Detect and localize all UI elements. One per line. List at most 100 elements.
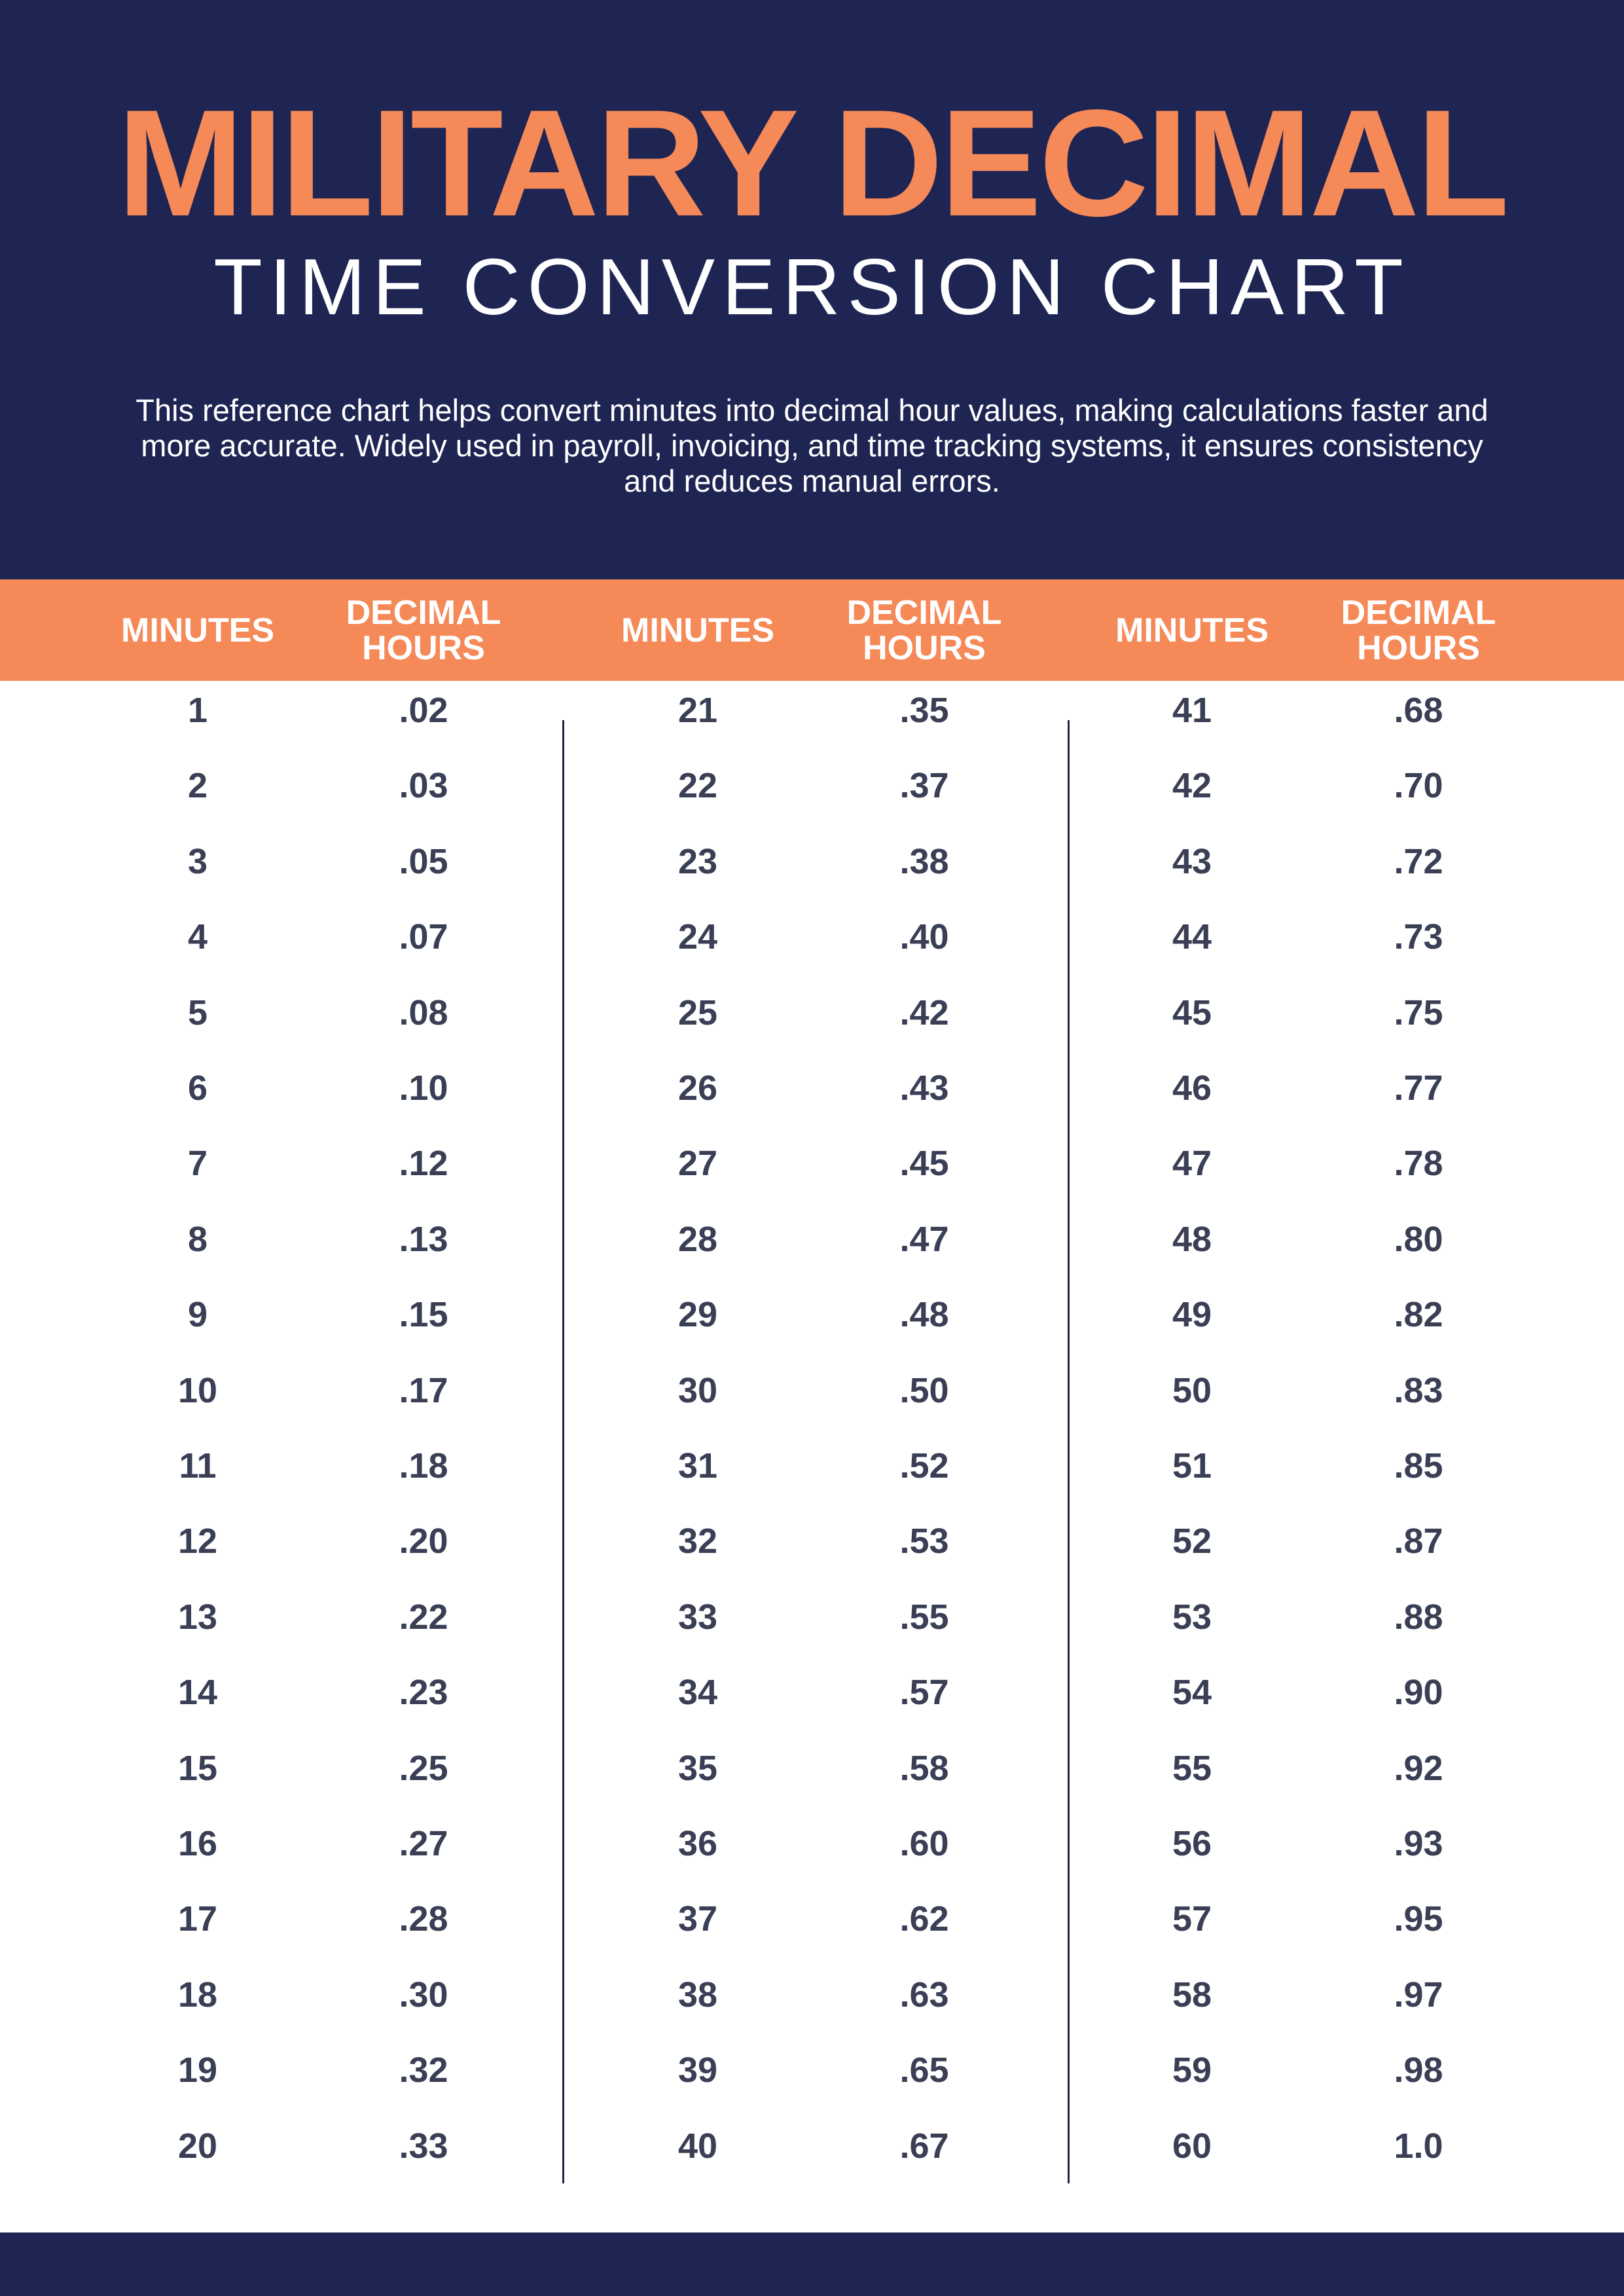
minutes-cell: 55: [1172, 1748, 1212, 1788]
decimal-hours-cell: .22: [399, 1597, 448, 1637]
description-text: This reference chart helps convert minut…: [135, 393, 1489, 498]
column-header-bar: MINUTES DECIMAL HOURS MINUTES DECIMAL HOURS…: [0, 579, 1624, 681]
decimal-hours-cell: .55: [899, 1597, 949, 1637]
decimal-hours-cell: .28: [399, 1899, 448, 1939]
conversion-table: 1.02 2.03 3.05 4.07 5.08 6.10 7.12 8.13 9.15 10.1…: [0, 681, 1624, 2232]
minutes-cell: 53: [1172, 1597, 1212, 1637]
decimal-hours-cell: .13: [399, 1219, 448, 1259]
column-header-minutes: MINUTES: [621, 611, 774, 649]
minutes-cell: 57: [1172, 1899, 1212, 1939]
decimal-hours-cell: 1.0: [1394, 2126, 1443, 2166]
decimal-hours-cell: .92: [1394, 1748, 1443, 1788]
column-divider: [1068, 720, 1070, 2183]
decimal-hours-cell: .68: [1394, 691, 1443, 730]
decimal-hours-cell: .08: [399, 993, 448, 1032]
decimal-hours-cell: .73: [1394, 917, 1443, 957]
minutes-cell: 31: [677, 1446, 718, 1485]
minutes-cell: 23: [677, 841, 718, 881]
decimal-hours-cell: .50: [899, 1370, 949, 1410]
decimal-hours-cell: .38: [899, 841, 949, 881]
decimal-hours-cell: .40: [899, 917, 949, 957]
minutes-cell: 46: [1172, 1068, 1212, 1108]
minutes-cell: 48: [1172, 1219, 1212, 1259]
decimal-hours-cell: .02: [399, 691, 448, 730]
decimal-hours-cell: .43: [899, 1068, 949, 1108]
minutes-cell: 39: [677, 2050, 718, 2090]
header-banner: MILITARY DECIMAL TIME CONVERSION CHART T…: [0, 0, 1624, 579]
decimal-hours-cell: .27: [399, 1824, 448, 1863]
minutes-cell: 3: [187, 841, 208, 881]
minutes-cell: 51: [1172, 1446, 1212, 1485]
column-header-minutes: MINUTES: [121, 611, 274, 649]
minutes-cell: 21: [677, 691, 718, 730]
minutes-cell: 52: [1172, 1522, 1212, 1561]
column-header-decimal-hours: DECIMAL HOURS: [846, 593, 1002, 667]
minutes-cell: 22: [677, 766, 718, 806]
minutes-cell: 1: [187, 691, 208, 730]
decimal-hours-cell: .45: [899, 1144, 949, 1184]
decimal-hours-cell: .65: [899, 2050, 949, 2090]
decimal-hours-cell: .52: [899, 1446, 949, 1485]
column-header-decimal-hours: DECIMAL HOURS: [346, 593, 501, 667]
column-header-minutes: MINUTES: [1115, 611, 1269, 649]
decimal-hours-cell: .32: [399, 2050, 448, 2090]
minutes-cell: 15: [177, 1748, 218, 1788]
decimal-hours-cell: .03: [399, 766, 448, 806]
decimal-hours-cell: .95: [1394, 1899, 1443, 1939]
minutes-cell: 33: [677, 1597, 718, 1637]
minutes-cell: 54: [1172, 1673, 1212, 1713]
page-subtitle: TIME CONVERSION CHART: [213, 242, 1411, 331]
footer-bar: [0, 2232, 1624, 2296]
decimal-hours-cell: .75: [1394, 993, 1443, 1032]
decimal-hours-cell: .80: [1394, 1219, 1443, 1259]
minutes-cell: 7: [187, 1144, 208, 1184]
minutes-cell: 47: [1172, 1144, 1212, 1184]
decimal-hours-cell: .72: [1394, 841, 1443, 881]
minutes-cell: 32: [677, 1522, 718, 1561]
decimal-hours-cell: .35: [899, 691, 949, 730]
minutes-cell: 38: [677, 1975, 718, 2014]
minutes-cell: 36: [677, 1824, 718, 1863]
minutes-cell: 25: [677, 993, 718, 1032]
minutes-cell: 40: [677, 2126, 718, 2166]
minutes-cell: 41: [1172, 691, 1212, 730]
minutes-cell: 18: [177, 1975, 218, 2014]
minutes-cell: 16: [177, 1824, 218, 1863]
decimal-hours-cell: .48: [899, 1295, 949, 1335]
decimal-hours-cell: .67: [899, 2126, 949, 2166]
decimal-hours-cell: .37: [899, 766, 949, 806]
minutes-cell: 30: [677, 1370, 718, 1410]
page-title: MILITARY DECIMAL: [117, 79, 1509, 248]
minutes-cell: 29: [677, 1295, 718, 1335]
decimal-hours-cell: .05: [399, 841, 448, 881]
minutes-cell: 17: [177, 1899, 218, 1939]
decimal-hours-cell: .97: [1394, 1975, 1443, 2014]
decimal-hours-cell: .93: [1394, 1824, 1443, 1863]
minutes-cell: 20: [177, 2126, 218, 2166]
decimal-hours-cell: .83: [1394, 1370, 1443, 1410]
decimal-hours-cell: .53: [899, 1522, 949, 1561]
minutes-cell: 45: [1172, 993, 1212, 1032]
decimal-hours-cell: .63: [899, 1975, 949, 2014]
minutes-cell: 27: [677, 1144, 718, 1184]
decimal-hours-cell: .57: [899, 1673, 949, 1713]
decimal-hours-cell: .90: [1394, 1673, 1443, 1713]
decimal-hours-cell: .18: [399, 1446, 448, 1485]
minutes-cell: 56: [1172, 1824, 1212, 1863]
minutes-cell: 26: [677, 1068, 718, 1108]
minutes-cell: 44: [1172, 917, 1212, 957]
minutes-cell: 14: [177, 1673, 218, 1713]
minutes-cell: 24: [677, 917, 718, 957]
minutes-cell: 49: [1172, 1295, 1212, 1335]
decimal-hours-cell: .60: [899, 1824, 949, 1863]
decimal-hours-cell: .12: [399, 1144, 448, 1184]
minutes-cell: 9: [187, 1295, 208, 1335]
decimal-hours-cell: .70: [1394, 766, 1443, 806]
decimal-hours-cell: .62: [899, 1899, 949, 1939]
decimal-hours-cell: .78: [1394, 1144, 1443, 1184]
minutes-cell: 43: [1172, 841, 1212, 881]
minutes-cell: 5: [187, 993, 208, 1032]
minutes-cell: 42: [1172, 766, 1212, 806]
minutes-cell: 28: [677, 1219, 718, 1259]
decimal-hours-cell: .85: [1394, 1446, 1443, 1485]
